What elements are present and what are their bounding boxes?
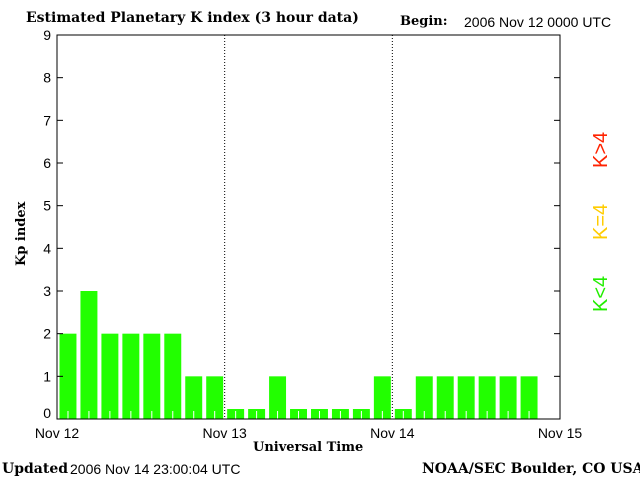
begin-value: 2006 Nov 12 0000 UTC	[464, 14, 612, 30]
y-tick-label: 7	[43, 112, 51, 128]
x-tick-label: Nov 12	[35, 425, 80, 441]
y-tick-label: 3	[43, 283, 51, 299]
bar	[164, 333, 182, 419]
y-tick-label: 0	[43, 405, 51, 421]
bar	[415, 376, 433, 419]
plot-frame	[56, 34, 561, 420]
updated-value: 2006 Nov 14 23:00:04 UTC	[70, 461, 241, 477]
y-tick-label: 6	[43, 155, 51, 171]
bar	[436, 376, 454, 419]
y-tick-label: 5	[43, 198, 51, 214]
bar	[206, 376, 224, 419]
y-tick-label: 1	[43, 368, 51, 384]
y-tick-label: 2	[43, 326, 51, 342]
chart-title: Estimated Planetary K index (3 hour data…	[26, 10, 359, 26]
source-label: NOAA/SEC Boulder, CO USA	[422, 461, 640, 477]
bar	[269, 376, 287, 419]
x-tick-label: Nov 14	[370, 425, 415, 441]
bar	[80, 291, 98, 419]
bar	[101, 333, 119, 419]
legend-k-equal-4: K=4	[590, 203, 612, 240]
x-axis-label: Universal Time	[253, 440, 364, 455]
legend-k-above-4: K>4	[590, 131, 612, 168]
x-tick-label: Nov 15	[538, 425, 583, 441]
bar	[520, 376, 538, 419]
y-tick-label: 4	[43, 240, 51, 256]
y-tick-label: 9	[43, 27, 51, 43]
updated-label: Updated	[2, 461, 69, 477]
begin-label: Begin:	[400, 14, 448, 29]
y-tick-label: 8	[43, 70, 51, 86]
legend-k-below-4: K<4	[590, 275, 612, 312]
bar	[143, 333, 161, 419]
bar	[499, 376, 517, 419]
bar	[185, 376, 203, 419]
y-axis-label: Kp index	[14, 201, 29, 266]
bar	[457, 376, 475, 419]
x-tick-label: Nov 13	[202, 425, 247, 441]
bar	[59, 333, 77, 419]
bar	[478, 376, 496, 419]
bar	[373, 376, 391, 419]
bar	[122, 333, 140, 419]
